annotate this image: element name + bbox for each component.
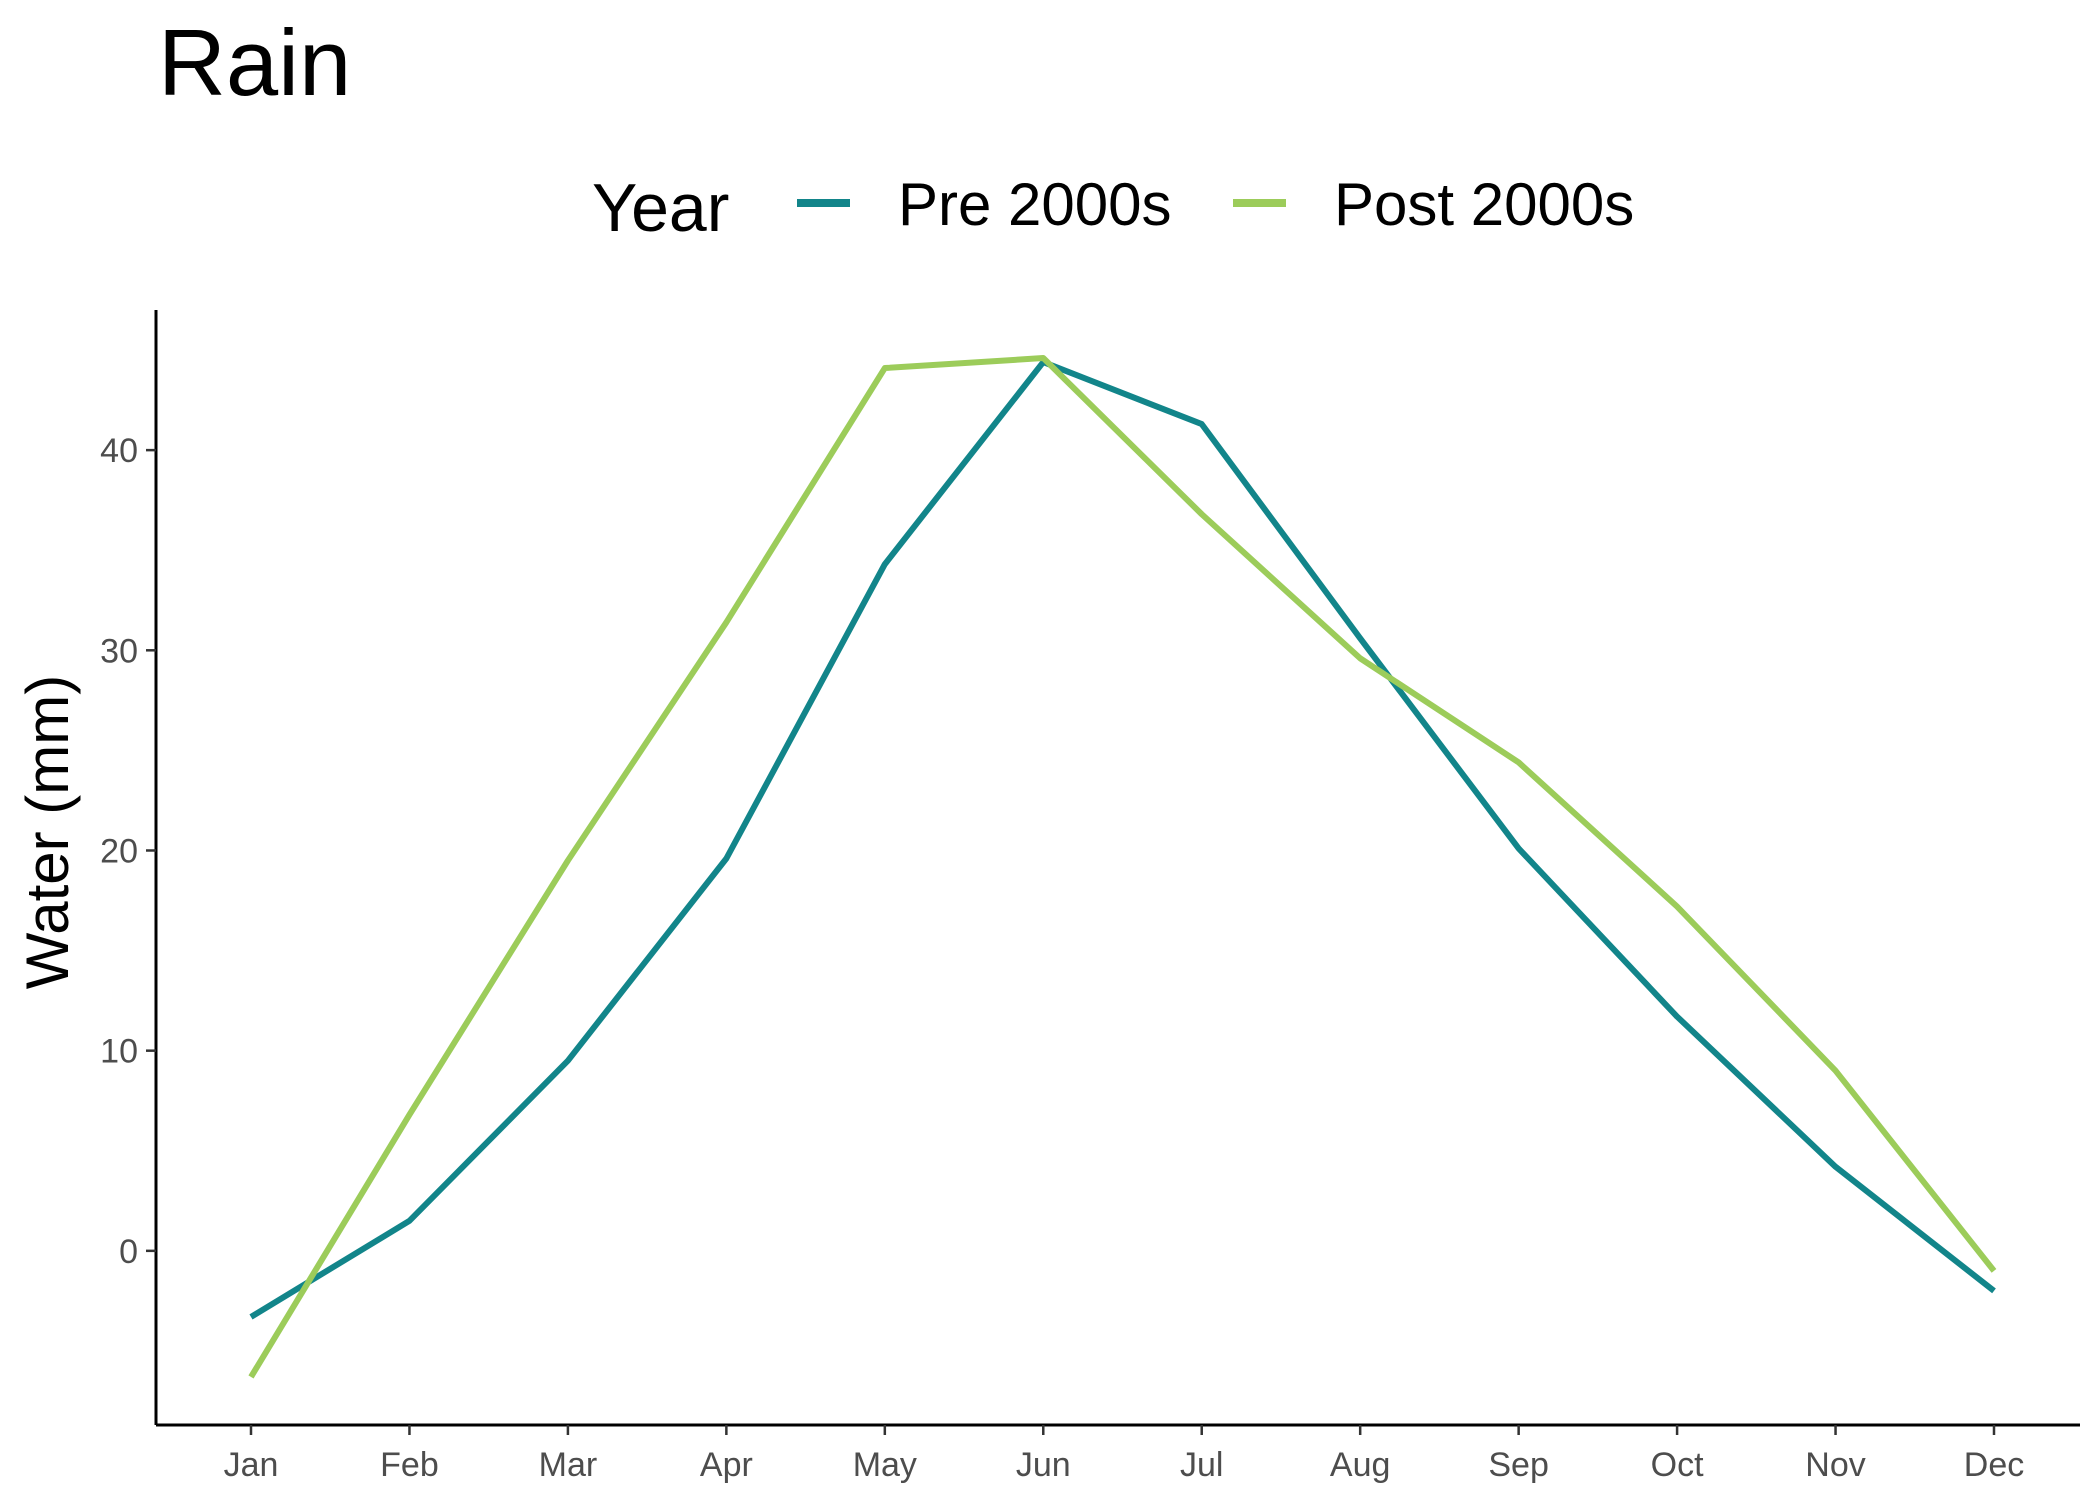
y-tick-label: 30: [100, 632, 138, 670]
x-tick-label: May: [853, 1446, 917, 1484]
legend-title: Year: [592, 170, 729, 246]
legend-label-post-2000s: Post 2000s: [1334, 171, 1634, 238]
x-tick-label: Dec: [1964, 1446, 2024, 1484]
plot-area: 0 10 20 30 40 Jan Feb Mar Apr May Jun Jul Aug Sep Oct N…: [100, 310, 2080, 1484]
y-tick-label: 0: [119, 1233, 138, 1271]
series-line-post-2000s: [248, 355, 1997, 1379]
x-tick-label: Aug: [1330, 1446, 1391, 1484]
x-tick-label: Feb: [380, 1446, 439, 1484]
x-tick-label: Apr: [700, 1446, 753, 1484]
x-tick-label: Sep: [1488, 1446, 1549, 1484]
x-tick-label: Jan: [224, 1446, 279, 1484]
legend-label-pre-2000s: Pre 2000s: [898, 171, 1172, 238]
x-tick-label: Mar: [539, 1446, 598, 1484]
y-tick-label: 20: [100, 832, 138, 870]
series-line-pre-2000s: [249, 359, 1996, 1320]
y-tick-label: 40: [100, 432, 138, 470]
x-tick-label: Nov: [1805, 1446, 1865, 1484]
x-tick-label: Jun: [1016, 1446, 1071, 1484]
x-tick-label: Jul: [1180, 1446, 1223, 1484]
y-axis-title: Water (mm): [14, 675, 81, 989]
chart-title: Rain: [158, 10, 351, 115]
y-tick-label: 10: [100, 1033, 138, 1071]
legend: Year Pre 2000s Post 2000s: [592, 170, 1634, 246]
x-tick-label: Oct: [1651, 1446, 1704, 1484]
